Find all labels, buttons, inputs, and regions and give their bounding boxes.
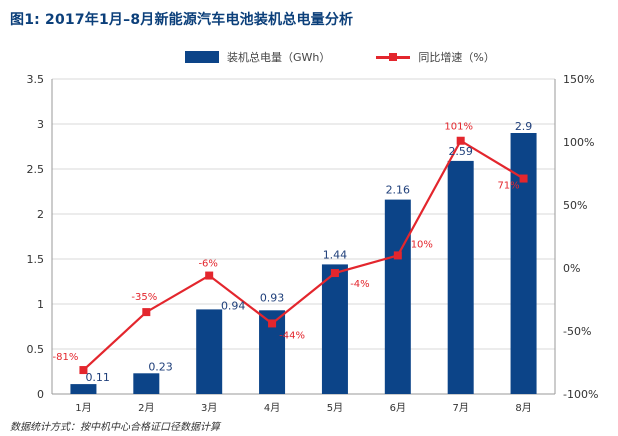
y-left-tick-label: 1	[37, 298, 44, 311]
x-tick-label: 4月	[264, 402, 280, 414]
y-left-tick-label: 1.5	[27, 253, 45, 266]
x-tick-label: 2月	[138, 402, 154, 414]
legend-item-bar: 装机总电量（GWh）	[185, 49, 330, 65]
line-point	[142, 308, 151, 317]
growth-line	[82, 139, 525, 371]
y-left-tick-label: 2	[37, 208, 44, 221]
x-tick-label: 7月	[453, 402, 469, 414]
line-point	[393, 251, 402, 260]
legend-label-line: 同比增速（%）	[418, 51, 495, 64]
bar	[196, 309, 223, 394]
y-left-tick-label: 0.5	[27, 343, 45, 356]
y-right-tick-label: 150%	[563, 73, 594, 86]
line-point	[330, 269, 339, 278]
bar-value-label: 0.23	[148, 360, 173, 373]
line-point	[79, 366, 88, 375]
bar-value-label: 0.94	[221, 299, 246, 312]
legend-label-bar: 装机总电量（GWh）	[227, 51, 331, 64]
bar-value-label: 0.11	[85, 371, 110, 384]
bar-value-label: 1.44	[323, 248, 348, 261]
line-value-label: -4%	[350, 279, 369, 290]
source-note: 数据统计方式：按中机中心合格证口径数据计算	[10, 422, 220, 433]
legend-item-line: 同比增速（%）	[376, 49, 495, 65]
line-value-label: -6%	[198, 259, 217, 270]
bar	[384, 199, 411, 394]
y-left-tick-label: 2.5	[27, 163, 45, 176]
line-point	[268, 319, 277, 328]
legend-swatch-bar	[185, 51, 219, 63]
bar	[321, 264, 348, 394]
bar-value-label: 2.16	[386, 184, 411, 197]
x-tick-label: 3月	[201, 402, 217, 414]
line-value-label: -81%	[53, 352, 79, 363]
x-tick-label: 6月	[390, 402, 406, 414]
y-right-tick-label: -100%	[563, 388, 598, 401]
bar	[447, 160, 474, 394]
line-point	[519, 174, 528, 183]
line-value-label: 10%	[411, 239, 433, 250]
y-right-tick-label: 50%	[563, 199, 587, 212]
x-tick-label: 8月	[515, 402, 531, 414]
bar-value-label: 2.59	[448, 145, 473, 158]
y-left-tick-label: 0	[37, 388, 44, 401]
bar-value-label: 0.93	[260, 291, 285, 304]
line-value-label: 71%	[497, 181, 519, 192]
y-left-tick-label: 3	[37, 118, 44, 131]
line-value-label: -44%	[279, 330, 305, 341]
y-right-tick-label: -50%	[563, 325, 591, 338]
y-left-tick-label: 3.5	[27, 73, 45, 86]
bar	[70, 384, 97, 394]
y-right-tick-label: 100%	[563, 136, 594, 149]
line-point	[456, 136, 465, 145]
chart-title: 图1: 2017年1月–8月新能源汽车电池装机总电量分析	[10, 12, 354, 28]
x-tick-label: 5月	[327, 402, 343, 414]
line-value-label: 101%	[444, 122, 473, 133]
x-tick-label: 1月	[75, 402, 91, 414]
legend-swatch-line	[376, 51, 411, 63]
legend: 装机总电量（GWh） 同比增速（%）	[185, 49, 541, 65]
line-point	[205, 271, 214, 280]
bar	[133, 373, 160, 394]
y-right-tick-label: 0%	[563, 262, 580, 275]
bar-value-label: 2.9	[515, 120, 533, 133]
line-value-label: -35%	[131, 292, 157, 303]
